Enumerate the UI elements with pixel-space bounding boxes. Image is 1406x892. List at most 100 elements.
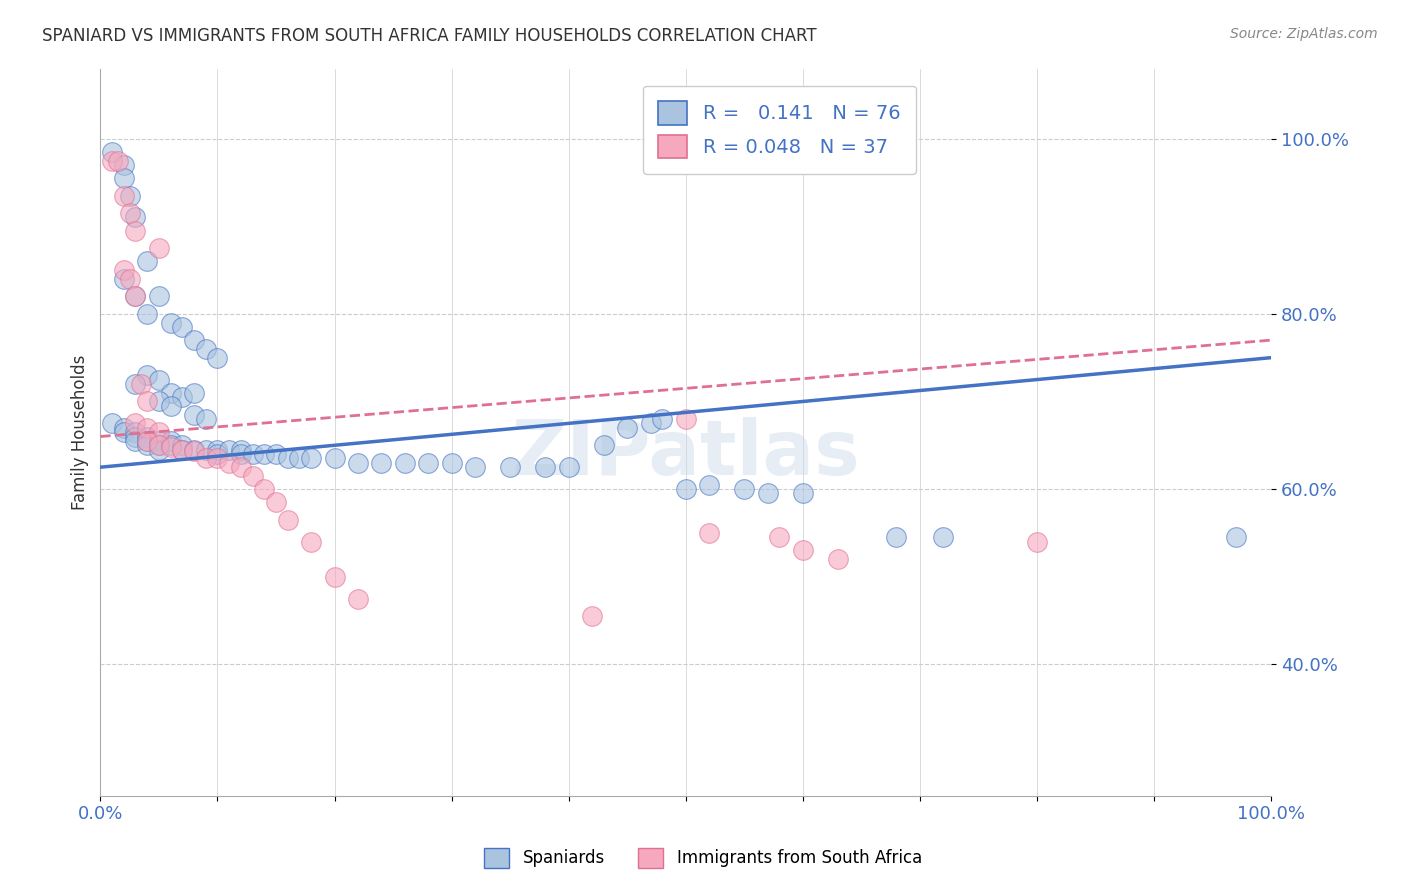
Point <box>651 412 673 426</box>
Point <box>697 477 720 491</box>
Text: ZIPatlas: ZIPatlas <box>512 417 860 491</box>
Point <box>148 394 170 409</box>
Point <box>756 486 779 500</box>
Point <box>370 456 392 470</box>
Point <box>136 394 159 409</box>
Legend: Spaniards, Immigrants from South Africa: Spaniards, Immigrants from South Africa <box>478 841 928 875</box>
Point <box>288 451 311 466</box>
Point <box>229 447 252 461</box>
Point <box>277 451 299 466</box>
Point <box>675 412 697 426</box>
Point <box>172 442 194 457</box>
Point <box>675 482 697 496</box>
Point <box>124 417 146 431</box>
Point <box>159 438 181 452</box>
Point <box>112 158 135 172</box>
Point <box>768 530 790 544</box>
Point <box>112 171 135 186</box>
Point <box>118 188 141 202</box>
Point <box>124 224 146 238</box>
Point <box>440 456 463 470</box>
Point <box>124 289 146 303</box>
Point <box>229 442 252 457</box>
Point <box>347 456 370 470</box>
Point <box>148 438 170 452</box>
Point <box>159 316 181 330</box>
Point <box>159 385 181 400</box>
Point <box>172 438 194 452</box>
Point <box>792 486 814 500</box>
Point <box>148 438 170 452</box>
Point <box>194 412 217 426</box>
Point <box>131 376 153 391</box>
Point <box>218 442 240 457</box>
Point <box>101 417 124 431</box>
Point <box>136 429 159 443</box>
Point <box>101 145 124 159</box>
Point <box>932 530 955 544</box>
Y-axis label: Family Households: Family Households <box>72 354 89 510</box>
Point <box>159 399 181 413</box>
Point <box>229 460 252 475</box>
Point <box>124 434 146 448</box>
Point <box>1225 530 1247 544</box>
Point <box>277 513 299 527</box>
Point <box>827 552 849 566</box>
Point <box>207 447 229 461</box>
Point <box>112 272 135 286</box>
Point <box>118 272 141 286</box>
Point <box>148 241 170 255</box>
Point <box>264 447 287 461</box>
Point <box>207 351 229 365</box>
Point <box>124 425 146 439</box>
Point <box>557 460 579 475</box>
Point <box>136 307 159 321</box>
Point <box>581 609 603 624</box>
Point <box>464 460 486 475</box>
Point <box>194 451 217 466</box>
Point <box>159 440 181 454</box>
Point <box>194 442 217 457</box>
Point <box>299 451 322 466</box>
Point <box>886 530 908 544</box>
Point <box>253 482 276 496</box>
Point <box>242 469 264 483</box>
Point <box>136 368 159 383</box>
Point <box>172 320 194 334</box>
Point <box>107 153 129 168</box>
Point <box>112 188 135 202</box>
Point <box>394 456 416 470</box>
Point <box>183 444 205 458</box>
Point <box>148 373 170 387</box>
Point <box>418 456 440 470</box>
Point <box>148 425 170 439</box>
Point <box>242 447 264 461</box>
Text: SPANIARD VS IMMIGRANTS FROM SOUTH AFRICA FAMILY HOUSEHOLDS CORRELATION CHART: SPANIARD VS IMMIGRANTS FROM SOUTH AFRICA… <box>42 27 817 45</box>
Point <box>323 570 346 584</box>
Point <box>159 434 181 448</box>
Point <box>183 442 205 457</box>
Point <box>499 460 522 475</box>
Point <box>124 211 146 225</box>
Point <box>592 438 614 452</box>
Point <box>792 543 814 558</box>
Point <box>124 376 146 391</box>
Point <box>534 460 557 475</box>
Point <box>183 333 205 347</box>
Point <box>136 254 159 268</box>
Point <box>183 408 205 422</box>
Point <box>118 206 141 220</box>
Point <box>101 153 124 168</box>
Point <box>616 421 638 435</box>
Point <box>218 456 240 470</box>
Point <box>697 525 720 540</box>
Point <box>323 451 346 466</box>
Point <box>112 421 135 435</box>
Point <box>148 442 170 457</box>
Point <box>347 591 370 606</box>
Point <box>136 434 159 448</box>
Point <box>172 442 194 457</box>
Point <box>172 390 194 404</box>
Point <box>207 451 229 466</box>
Point <box>148 434 170 448</box>
